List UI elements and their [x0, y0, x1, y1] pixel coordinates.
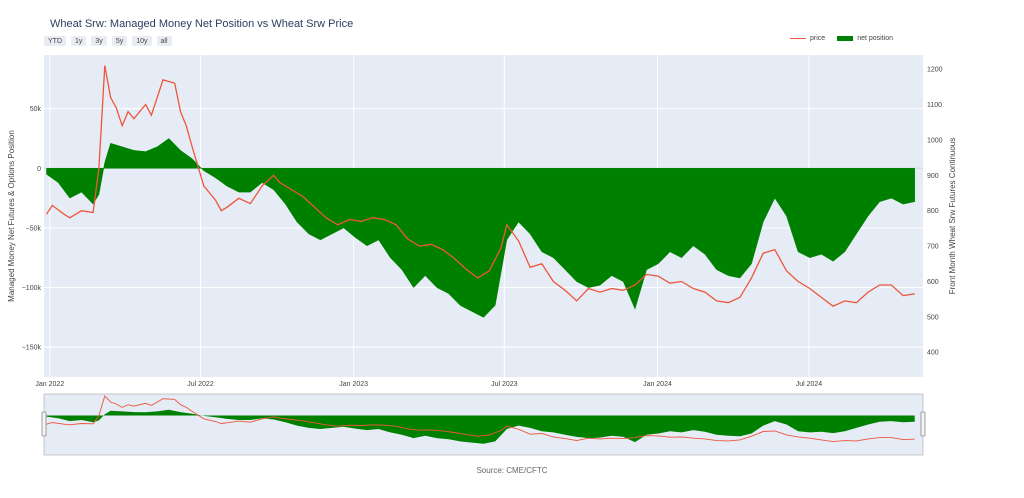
range-button-ytd[interactable]: YTD — [44, 36, 66, 46]
legend: price net position — [790, 35, 893, 42]
range-selector: YTD 1y 3y 5y 10y all — [44, 36, 172, 46]
range-button-10y[interactable]: 10y — [132, 36, 152, 46]
chart-title: Wheat Srw: Managed Money Net Position vs… — [50, 18, 354, 30]
chart-svg: Jan 2022 Jul 2022 Jan 2023 Jul 2023 Jan 2024… — [7, 55, 957, 456]
net-position-area — [46, 138, 915, 318]
price-series — [45, 65, 915, 307]
left-y-axis-title: Managed Money Net Futures & Options Posi… — [7, 130, 16, 302]
left-y-tick-label: −50k — [26, 225, 42, 232]
x-axis: Jan 2022 Jul 2022 Jan 2023 Jul 2023 Jan 2024… — [35, 381, 822, 388]
right-y-tick-label: 800 — [927, 208, 939, 215]
right-y-tick-label: 400 — [927, 350, 939, 357]
range-slider[interactable] — [41, 393, 926, 456]
right-y-tick-label: 600 — [927, 279, 939, 286]
x-tick-label: Jan 2022 — [35, 381, 64, 388]
range-slider-handle-left[interactable] — [41, 411, 47, 437]
right-y-tick-label: 1200 — [927, 67, 943, 74]
left-y-axis: 50k 0 −50k −100k −150k — [22, 106, 42, 352]
right-y-axis: 400 500 600 700 800 900 1000 1100 1200 — [927, 67, 943, 357]
range-button-5y[interactable]: 5y — [111, 36, 128, 46]
range-button-1y[interactable]: 1y — [71, 36, 87, 46]
left-y-tick-label: 0 — [37, 166, 41, 173]
net-position-series — [46, 138, 915, 318]
price-line — [45, 65, 915, 307]
left-y-tick-label: 50k — [30, 106, 42, 113]
range-button-all[interactable]: all — [156, 36, 172, 46]
right-y-tick-label: 500 — [927, 314, 939, 321]
right-y-tick-label: 900 — [927, 173, 939, 180]
source-note: Source: CME/CFTC — [476, 466, 548, 475]
right-y-tick-label: 1000 — [927, 137, 943, 144]
legend-label-price: price — [810, 35, 826, 42]
right-y-tick-label: 1100 — [927, 102, 942, 109]
x-tick-label: Jan 2024 — [643, 381, 672, 388]
x-tick-label: Jan 2023 — [339, 381, 368, 388]
legend-item-net[interactable]: net position — [837, 35, 893, 42]
x-tick-label: Jul 2022 — [187, 381, 214, 388]
legend-item-price[interactable]: price — [790, 35, 825, 42]
left-y-tick-label: −100k — [22, 285, 42, 292]
x-tick-label: Jul 2024 — [796, 381, 823, 388]
legend-label-net: net position — [857, 35, 893, 42]
left-y-tick-label: −150k — [22, 345, 42, 352]
range-button-3y[interactable]: 3y — [91, 36, 107, 46]
net-swatch — [837, 36, 854, 41]
x-tick-label: Jul 2023 — [491, 381, 518, 388]
right-y-axis-title: Front Month Wheat Srw Futures Continuous — [948, 138, 957, 295]
price-swatch — [790, 38, 806, 39]
range-slider-price-series — [46, 395, 915, 443]
range-slider-handle-right[interactable] — [920, 411, 926, 437]
right-y-tick-label: 700 — [927, 244, 939, 251]
